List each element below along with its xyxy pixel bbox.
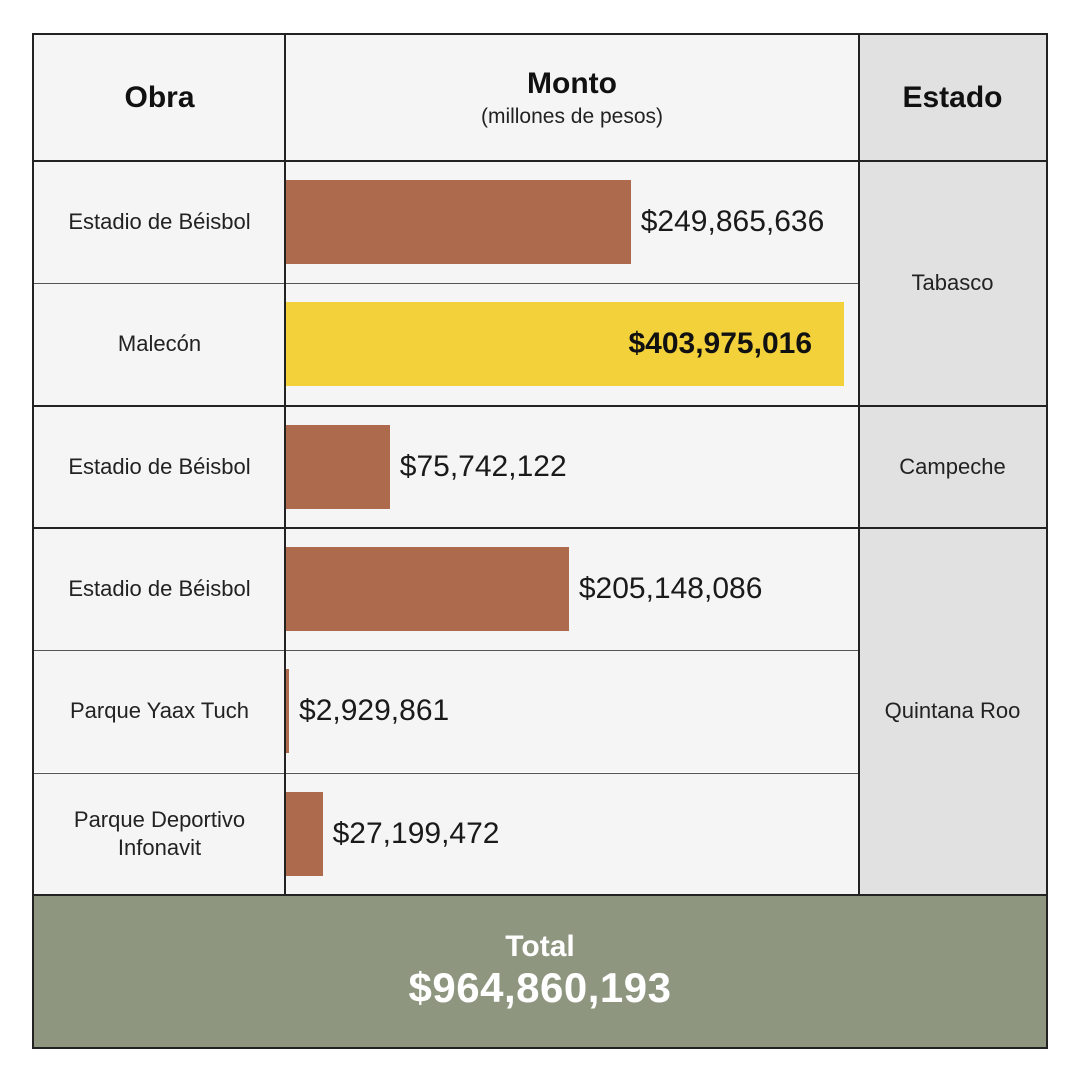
total-value: $964,860,193 (408, 964, 672, 1011)
bar (285, 180, 631, 265)
obra-cell: Malecón (34, 283, 285, 406)
total-label: Total (505, 930, 575, 963)
obra-cell: Estadio de Béisbol (34, 405, 285, 528)
bar-value-label: $2,929,861 (299, 694, 450, 728)
header-monto-label: Monto (527, 67, 617, 100)
monto-cell (285, 772, 859, 895)
total-divider (34, 893, 1046, 896)
bar-value-label: $249,865,636 (640, 205, 825, 239)
bar (285, 424, 390, 509)
comparison-table: Obra Monto (millones de pesos) Estado To… (32, 33, 1048, 1049)
estado-cell: Quintana Roo (859, 527, 1046, 895)
group-divider (34, 526, 1046, 529)
header-monto-unit: (millones de pesos) (480, 105, 664, 128)
header-estado-label: Estado (902, 81, 1003, 114)
column-divider (858, 35, 860, 895)
obra-cell: Estadio de Béisbol (34, 161, 285, 284)
bar (285, 791, 323, 876)
obra-cell: Parque Yaax Tuch (34, 650, 285, 773)
header-estado: Estado (859, 35, 1046, 161)
obra-cell: Estadio de Béisbol (34, 527, 285, 651)
header-monto: Monto (millones de pesos) (285, 35, 859, 161)
bar-value-label: $75,742,122 (399, 449, 567, 483)
row-divider (34, 283, 859, 285)
header-divider (34, 160, 1046, 162)
row-divider (34, 772, 859, 774)
estado-cell: Tabasco (859, 161, 1046, 406)
bar (285, 669, 290, 754)
total-row: Total $964,860,193 (34, 895, 1046, 1047)
estado-cell: Campeche (859, 405, 1046, 528)
bar (285, 547, 569, 632)
monto-cell (285, 650, 859, 773)
group-divider (34, 404, 1046, 407)
bar-value-label: $205,148,086 (578, 572, 763, 606)
obra-cell: Parque Deportivo Infonavit (34, 772, 285, 895)
column-divider (284, 35, 286, 895)
bar-value-label: $403,975,016 (628, 327, 812, 361)
row-divider (34, 650, 859, 652)
header-obra: Obra (34, 35, 285, 161)
bar-value-label: $27,199,472 (332, 816, 500, 850)
bar (285, 302, 844, 387)
header-obra-label: Obra (124, 81, 195, 114)
